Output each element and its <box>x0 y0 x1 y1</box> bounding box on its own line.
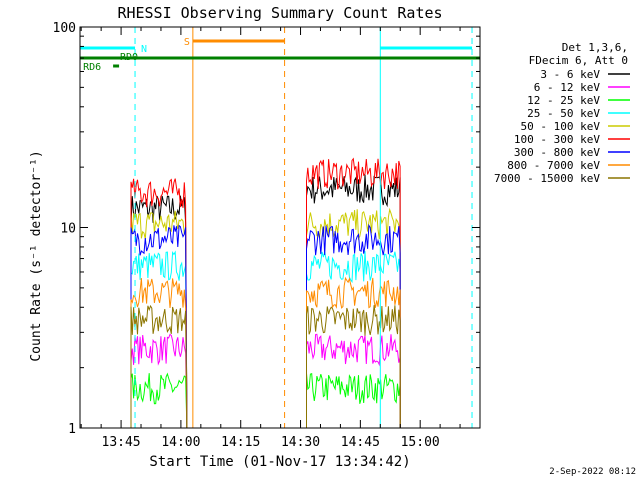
annotation-rd0-label: RD0 <box>120 52 138 63</box>
legend-label-3-6-kev: 3 - 6 keV <box>540 68 600 81</box>
series-50-100-kev-trace-2 <box>306 207 401 429</box>
series-6-12-kev-trace-1 <box>130 333 188 429</box>
series-300-800-kev-trace-2 <box>306 223 401 429</box>
series-800-7000-kev-trace-2 <box>306 276 401 429</box>
x-tick-label-1: 13:45 <box>102 435 141 450</box>
chart-title: RHESSI Observing Summary Count Rates <box>117 4 442 22</box>
series-25-50-kev-trace-1 <box>130 250 188 429</box>
series-100-300-kev-trace-1 <box>130 178 188 429</box>
series-800-7000-kev-trace-1 <box>130 278 188 429</box>
annotation-bars: N S RD0 RD6 <box>79 27 480 428</box>
series-25-50-kev-trace-2 <box>306 251 401 429</box>
y-tick-label-3: 100 <box>53 21 76 36</box>
legend-label-6-12-kev: 6 - 12 keV <box>534 81 601 94</box>
x-tick-label-5: 14:45 <box>341 435 380 450</box>
x-tick-label-3: 14:15 <box>221 435 260 450</box>
x-axis-label: Start Time (01-Nov-17 13:34:42) <box>149 454 410 470</box>
legend-label-25-50-kev: 25 - 50 keV <box>527 107 600 120</box>
series-100-300-kev-trace-2 <box>306 157 401 429</box>
plot-frame <box>79 26 481 429</box>
y-axis-label: Count Rate (s⁻¹ detector⁻¹) <box>29 150 44 361</box>
plot-area <box>130 157 401 429</box>
series-7000-15000-kev-trace-1 <box>130 304 188 429</box>
x-tick-label-4: 14:30 <box>281 435 320 450</box>
legend-label-12-25-kev: 12 - 25 keV <box>527 94 600 107</box>
series-6-12-kev-trace-2 <box>306 333 401 429</box>
legend-header-line-1: Det 1,3,6, <box>562 41 628 54</box>
annotation-rd6-label: RD6 <box>83 62 101 73</box>
legend-label-800-7000-kev: 800 - 7000 keV <box>507 159 600 172</box>
footer-date: 2-Sep-2022 08:12 <box>549 467 636 477</box>
y-tick-label-2: 10 <box>60 222 76 237</box>
series-12-25-kev-trace-2 <box>306 373 401 429</box>
axes: 13:45 14:00 14:15 14:30 14:45 15:00 1 10 100 <box>53 21 481 450</box>
series-50-100-kev-trace-1 <box>130 210 188 429</box>
series-300-800-kev-trace-1 <box>130 224 188 429</box>
series-3-6-kev-trace-2 <box>306 174 401 429</box>
legend-header-line-2: FDecim 6, Att 0 <box>529 54 628 67</box>
y-tick-label-1: 1 <box>68 422 76 437</box>
x-tick-label-6: 15:00 <box>401 435 440 450</box>
series-12-25-kev-trace-1 <box>130 372 188 429</box>
series-7000-15000-kev-trace-2 <box>306 305 401 429</box>
legend-label-300-800-kev: 300 - 800 keV <box>514 146 600 159</box>
annotation-n-label: N <box>141 44 147 55</box>
legend-label-7000-15000-kev: 7000 - 15000 keV <box>494 172 600 185</box>
legend-label-100-300-kev: 100 - 300 keV <box>514 133 600 146</box>
x-tick-label-2: 14:00 <box>161 435 200 450</box>
legend-label-50-100-kev: 50 - 100 keV <box>521 120 601 133</box>
annotation-s-label: S <box>184 37 190 48</box>
